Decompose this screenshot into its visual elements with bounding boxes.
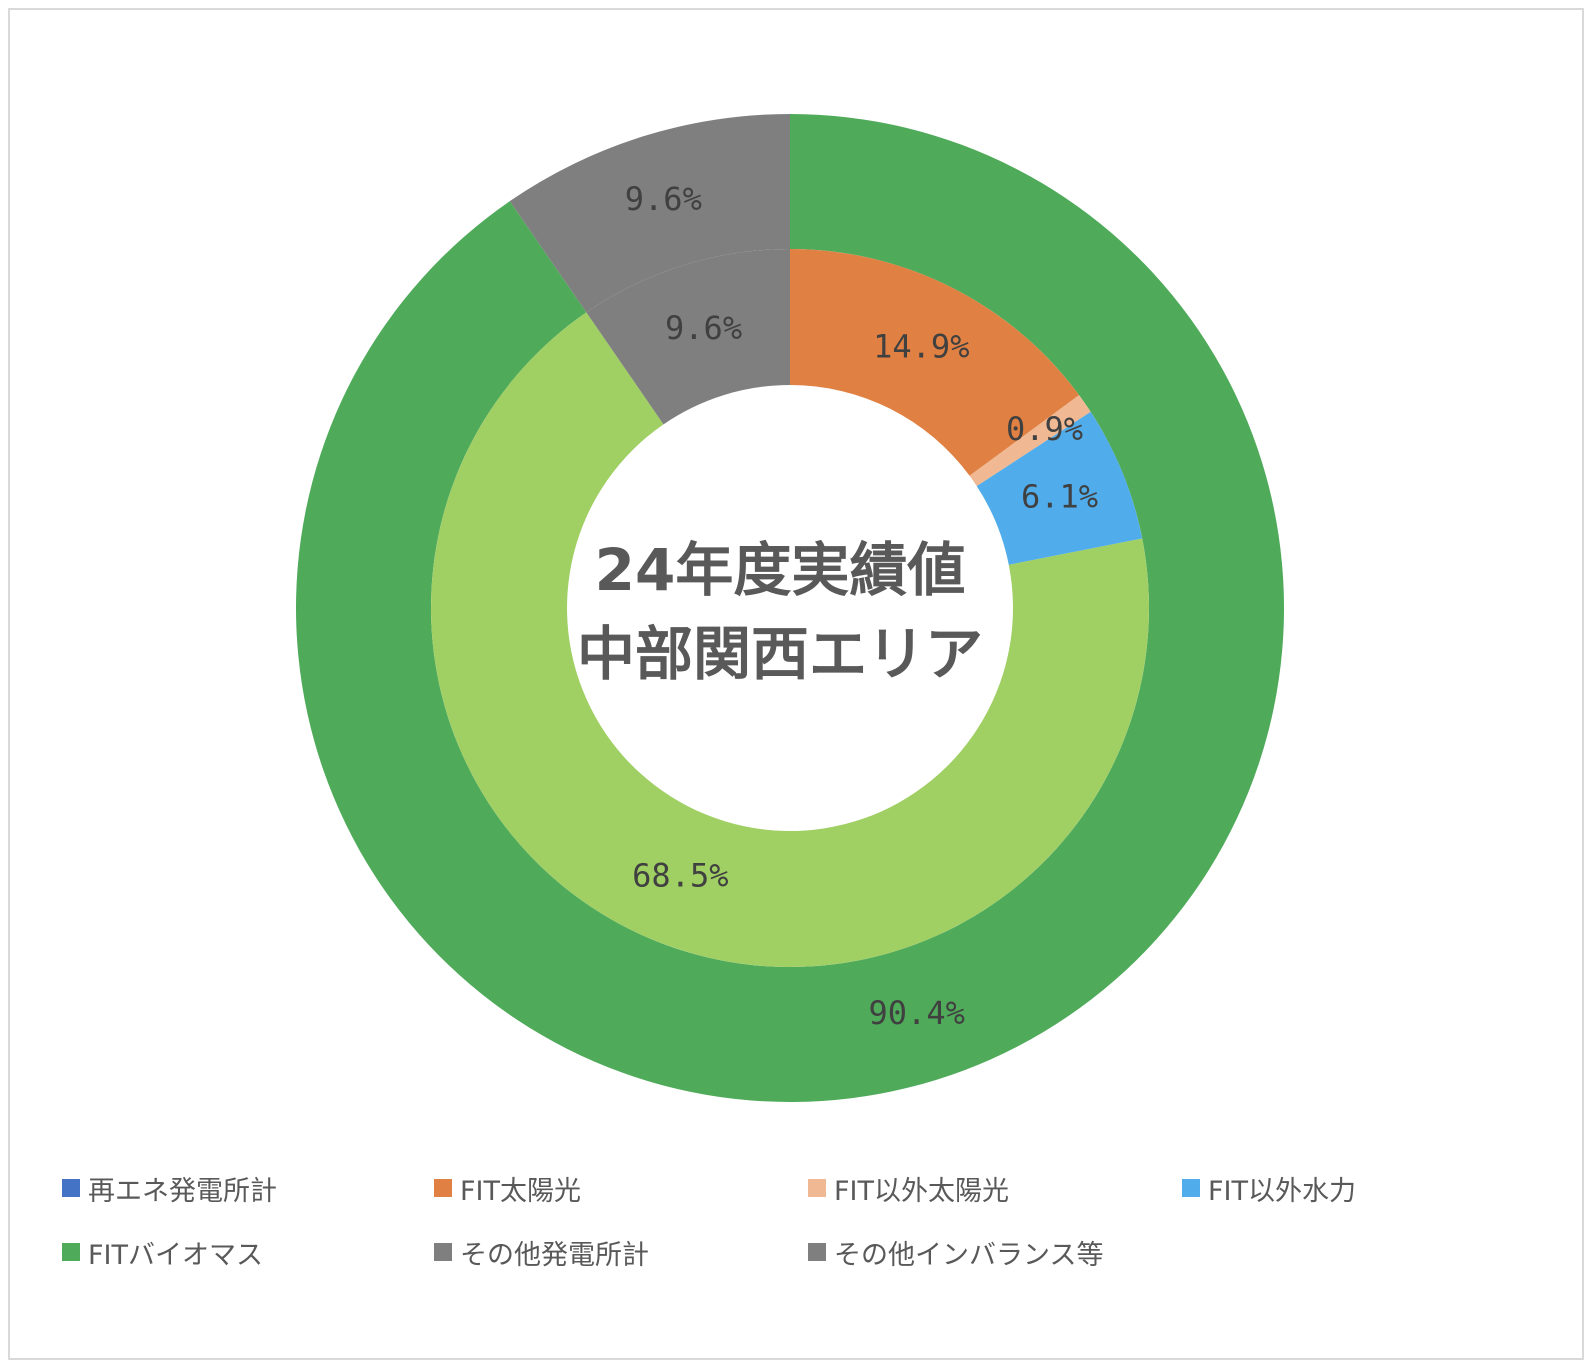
legend-item-fit-solar[interactable]: FIT太陽光 [434,1168,581,1208]
donut-chart: 90.4%9.6%14.9%0.9%6.1%68.5%9.6% 24年度実績値 … [295,114,1284,1102]
inner-data-label-1: 0.9% [1006,410,1083,448]
chart-title-line-1: 24年度実績値 [595,536,966,604]
chart-title-line-2: 中部関西エリア [577,620,983,688]
legend-label: FITバイオマス [88,1239,263,1271]
legend-item-other-plants[interactable]: その他発電所計 [434,1232,649,1272]
inner-slice-4[interactable] [586,249,790,425]
legend-swatch [808,1179,826,1197]
inner-ring [431,249,1150,968]
legend-label: その他インバランス等 [834,1239,1104,1271]
legend-swatch [62,1179,80,1197]
outer-slice-1[interactable] [509,114,790,313]
legend-item-renewable-total[interactable]: 再エネ発電所計 [62,1168,277,1208]
legend-item-fit-biomass[interactable]: FITバイオマス [62,1232,263,1272]
data-labels: 90.4% 9.6% 14.9% 0.9% 6.1% 68.5% 9.6% [625,180,1098,1032]
chart-frame: 90.4% 9.6% 14.9% 0.9% 6.1% 68.5% 9.6% 24年度実績値 … [8,8,1584,1360]
legend-swatch [808,1243,826,1261]
inner-data-label-0: 14.9% [873,327,969,365]
inner-data-label-2: 6.1% [1021,477,1098,515]
legend-label: 再エネ発電所計 [88,1175,277,1207]
outer-data-label-1: 9.6% [625,180,702,218]
inner-slice-2[interactable] [976,411,1143,565]
legend-item-non-fit-hydro[interactable]: FIT以外水力 [1182,1168,1356,1208]
legend-label: FIT以外太陽光 [834,1175,1009,1207]
inner-data-label-3: 68.5% [632,857,728,895]
legend-swatch [434,1179,452,1197]
legend-item-other-imbalance[interactable]: その他インバランス等 [808,1232,1103,1272]
legend-item-non-fit-solar[interactable]: FIT以外太陽光 [808,1168,1009,1208]
legend-label: FIT以外水力 [1208,1175,1356,1207]
legend-swatch [434,1243,452,1261]
outer-ring [295,114,1284,1102]
legend-swatch [1182,1179,1200,1197]
legend-label: その他発電所計 [460,1239,649,1271]
inner-slice-0[interactable] [790,249,1080,476]
inner-data-label-4: 9.6% [665,309,742,347]
legend-label: FIT太陽光 [460,1175,581,1207]
outer-data-label-0: 90.4% [869,994,965,1032]
inner-slice-1[interactable] [969,395,1091,487]
legend-swatch [62,1243,80,1261]
inner-slice-3[interactable] [431,312,1150,968]
